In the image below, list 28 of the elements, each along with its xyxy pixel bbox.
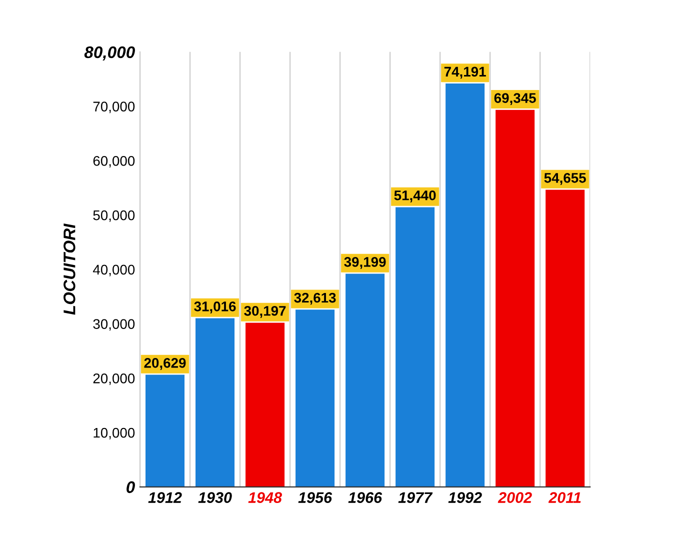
y-axis-title: LOCUITORI [64,223,76,315]
data-label: 39,199 [344,257,386,269]
y-tick-label: 50,000 [93,210,135,222]
data-label: 32,613 [294,292,336,305]
data-label: 69,345 [494,93,536,105]
x-tick-label: 1977 [398,492,433,503]
y-tick-label: 60,000 [93,156,135,168]
x-tick-label: 1930 [198,492,232,503]
y-tick-label: 0 [126,481,135,494]
x-tick-label: 1992 [448,492,482,503]
y-tick-label: 20,000 [93,373,135,385]
y-tick-label: 80,000 [84,46,135,61]
data-label: 30,197 [244,306,286,318]
x-tick-label: 2002 [498,492,532,503]
x-tick-label: 1912 [148,492,182,503]
y-tick-label: 30,000 [93,319,135,331]
data-label: 31,016 [194,302,236,314]
data-label: 51,440 [394,190,436,202]
data-label: 54,655 [544,172,586,185]
data-label: 74,191 [444,66,486,79]
y-tick-label: 10,000 [94,428,135,440]
data-label: 20,629 [144,358,186,370]
x-tick-label: 1956 [298,492,332,503]
x-tick-label: 1948 [248,492,282,503]
x-tick-label: 1966 [348,492,382,503]
x-tick-label: 2011 [548,492,581,503]
y-tick-label: 40,000 [92,264,135,276]
y-tick-label: 70,000 [93,102,135,114]
